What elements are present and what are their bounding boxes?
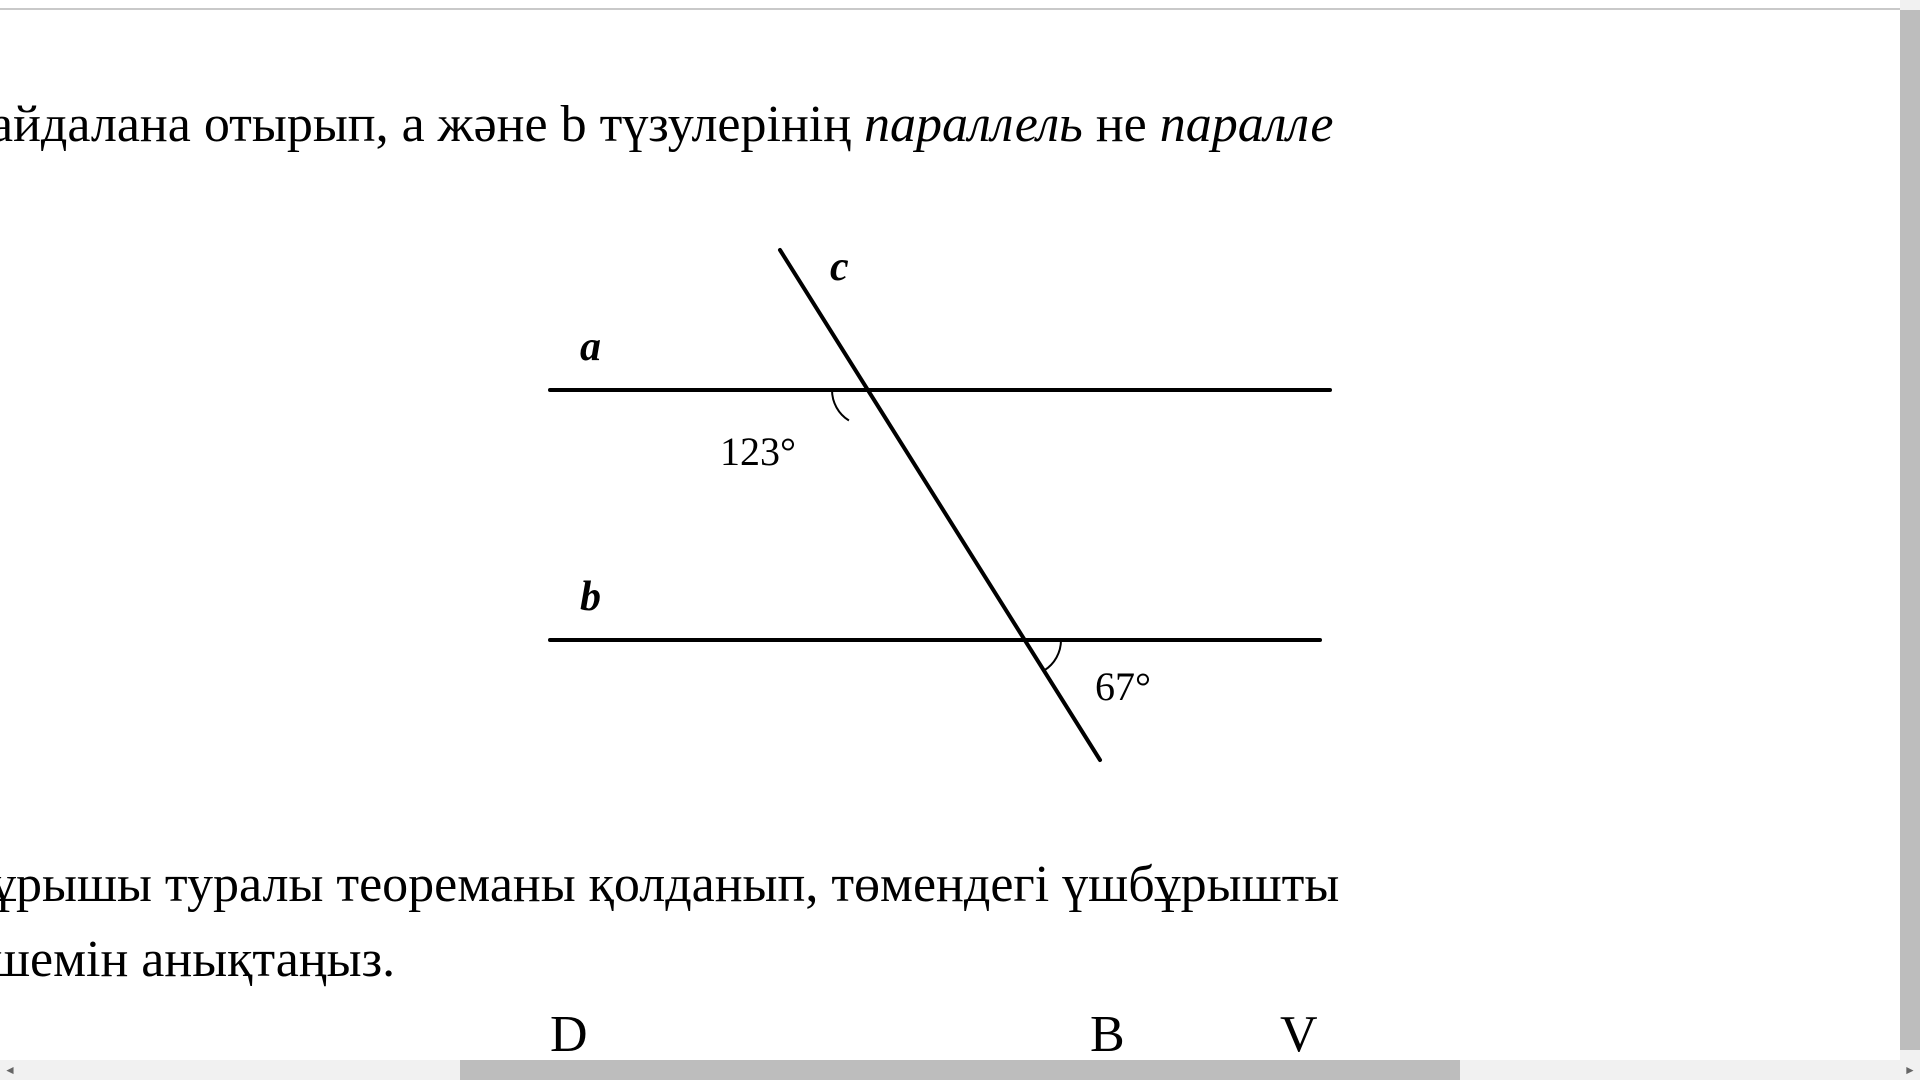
question-2-line-1: ұрышы туралы теореманы қолданып, төменде… [0, 855, 1339, 914]
q1-fragment-2: не [1083, 96, 1160, 153]
scroll-right-arrow-icon[interactable]: ► [1900, 1060, 1920, 1080]
horizontal-scrollbar-track[interactable]: ◄ ► [0, 1060, 1920, 1080]
vertex-label-b: B [1090, 1005, 1125, 1064]
horizontal-scrollbar-thumb[interactable] [460, 1060, 1460, 1080]
svg-text:b: b [580, 574, 601, 620]
svg-text:123°: 123° [720, 429, 796, 474]
vertical-scrollbar-thumb[interactable] [1900, 10, 1920, 1050]
vertex-label-d: D [550, 1005, 588, 1064]
q1-italic-1: параллель [864, 96, 1083, 153]
scroll-left-arrow-icon[interactable]: ◄ [0, 1060, 20, 1080]
vertex-label-v: V [1280, 1005, 1318, 1064]
question-1-text: айдалана отырып, a және b түзулерінің па… [0, 95, 1333, 154]
svg-text:a: a [580, 324, 601, 370]
q1-fragment-1: айдалана отырып, a және b түзулерінің [0, 96, 864, 153]
diagram-svg: a b c 123° 67° [510, 240, 1410, 780]
svg-text:c: c [830, 244, 849, 290]
q1-italic-2: паралле [1160, 96, 1334, 153]
question-2-line-2: шемін анықтаңыз. [0, 930, 395, 989]
top-border-rule [0, 8, 1920, 10]
vertical-scrollbar-track[interactable] [1900, 0, 1920, 1080]
svg-text:67°: 67° [1095, 664, 1151, 709]
document-viewport: айдалана отырып, a және b түзулерінің па… [0, 0, 1920, 1080]
parallel-lines-diagram: a b c 123° 67° [510, 240, 1410, 780]
